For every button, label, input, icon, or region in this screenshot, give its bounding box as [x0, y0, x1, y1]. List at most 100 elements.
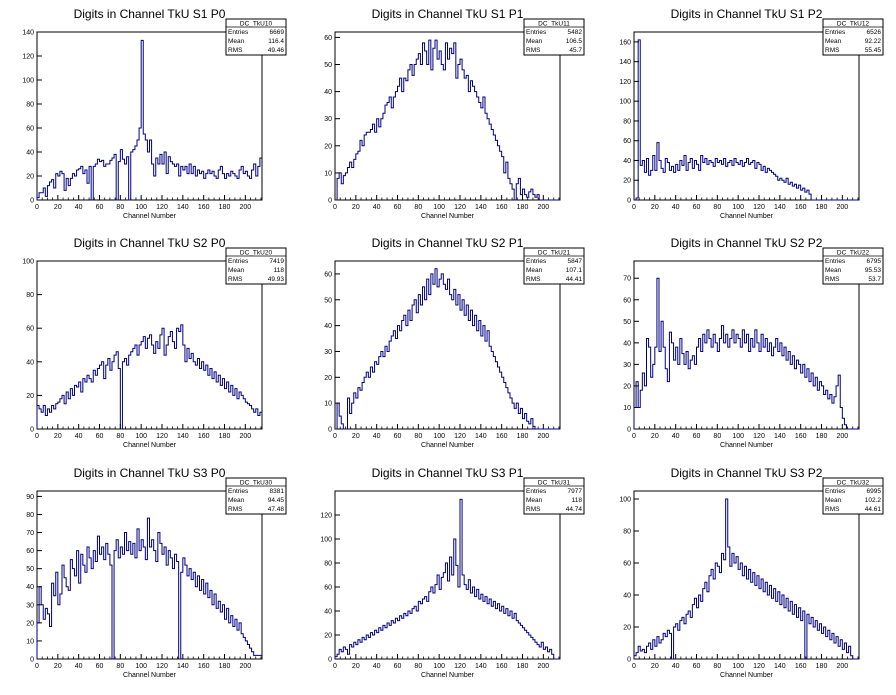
stats-label-entries: Entries	[526, 29, 547, 36]
x-axis-label: Channel Number	[421, 672, 475, 679]
chart-title: Digits in Channel TkU S3 P2	[671, 466, 823, 480]
y-tick-label: 80	[623, 529, 631, 536]
y-tick-label: 100	[619, 497, 631, 504]
x-tick-label: 40	[672, 663, 680, 670]
stats-label-rms: RMS	[526, 506, 541, 513]
x-tick-label: 100	[732, 204, 744, 211]
x-tick-label: 20	[651, 433, 659, 440]
x-tick-label: 60	[394, 663, 402, 670]
y-tick-label: 0	[328, 657, 332, 664]
stats-value-rms: 55.45	[865, 47, 882, 54]
x-tick-label: 140	[774, 433, 786, 440]
y-tick-label: 20	[623, 383, 631, 390]
chart-title: Digits in Channel TkU S1 P1	[372, 7, 524, 21]
y-tick-label: 30	[26, 602, 34, 609]
x-tick-label: 140	[774, 663, 786, 670]
x-tick-label: 80	[414, 433, 422, 440]
stats-label-rms: RMS	[228, 506, 243, 513]
x-tick-label: 160	[496, 204, 508, 211]
stats-label-entries: Entries	[228, 488, 249, 495]
x-tick-label: 20	[54, 204, 62, 211]
y-tick-label: 20	[623, 625, 631, 632]
histogram-series	[634, 39, 859, 201]
x-tick-label: 20	[54, 433, 62, 440]
y-tick-label: 60	[623, 561, 631, 568]
x-tick-label: 100	[135, 433, 147, 440]
stats-label-entries: Entries	[825, 29, 846, 36]
y-tick-label: 40	[623, 593, 631, 600]
stats-value-rms: 44.61	[865, 506, 882, 513]
x-tick-label: 60	[394, 204, 402, 211]
x-tick-label: 120	[454, 433, 466, 440]
stats-value-entries: 6995	[867, 488, 882, 495]
x-tick-label: 140	[177, 433, 189, 440]
x-tick-label: 100	[433, 204, 445, 211]
x-tick-label: 80	[713, 433, 721, 440]
x-tick-label: 160	[198, 663, 210, 670]
stats-value-mean: 102.2	[865, 497, 882, 504]
y-tick-label: 50	[623, 319, 631, 326]
chart-title: Digits in Channel TkU S3 P0	[74, 466, 226, 480]
y-tick-label: 50	[26, 566, 34, 573]
x-tick-label: 40	[75, 663, 83, 670]
x-tick-label: 120	[454, 204, 466, 211]
stats-value-entries: 6669	[270, 29, 285, 36]
stats-label-mean: Mean	[526, 267, 543, 274]
x-tick-label: 140	[774, 204, 786, 211]
stats-label-entries: Entries	[526, 258, 547, 265]
x-tick-label: 20	[54, 663, 62, 670]
histogram-series	[36, 324, 262, 430]
stats-label-rms: RMS	[825, 276, 840, 283]
x-tick-label: 180	[816, 663, 828, 670]
x-tick-label: 160	[496, 433, 508, 440]
x-tick-label: 200	[836, 663, 848, 670]
y-tick-label: 20	[324, 375, 332, 382]
stats-label-entries: Entries	[228, 258, 249, 265]
stats-box	[225, 477, 287, 515]
stats-box	[523, 247, 585, 285]
x-tick-label: 200	[836, 204, 848, 211]
x-tick-label: 60	[96, 663, 104, 670]
x-tick-label: 40	[672, 204, 680, 211]
y-tick-label: 0	[627, 657, 631, 664]
x-tick-label: 60	[693, 663, 701, 670]
histogram-panel: Digits in Channel TkU S3 P2 0 20 40 60 80 100 1…	[619, 466, 884, 679]
stats-label-entries: Entries	[526, 488, 547, 495]
x-tick-label: 180	[816, 204, 828, 211]
stats-value-rms: 47.48	[268, 506, 285, 513]
y-tick-label: 0	[30, 427, 34, 434]
x-tick-label: 40	[75, 204, 83, 211]
x-tick-label: 160	[496, 663, 508, 670]
stats-name: DC_TkU32	[837, 480, 870, 487]
y-tick-label: 80	[26, 512, 34, 519]
x-tick-label: 180	[816, 433, 828, 440]
stats-box	[225, 247, 287, 285]
histogram-panel: Digits in Channel TkU S1 P0 0 20 40 60 80 100 1…	[22, 7, 287, 220]
stats-box	[822, 247, 884, 285]
x-axis-label: Channel Number	[123, 672, 177, 679]
stats-value-mean: 92.22	[865, 38, 882, 45]
histogram-series	[36, 39, 262, 201]
stats-value-entries: 5847	[568, 258, 583, 265]
y-tick-label: 60	[324, 271, 332, 278]
histogram-series	[36, 517, 262, 660]
y-tick-label: 0	[627, 198, 631, 205]
histogram-panel: Digits in Channel TkU S3 P1 0 20 40 60 80 100 1…	[320, 466, 585, 679]
stats-value-mean: 106.5	[566, 38, 583, 45]
x-tick-label: 120	[753, 204, 765, 211]
stats-label-mean: Mean	[825, 267, 842, 274]
plot-frame	[334, 490, 561, 660]
y-tick-label: 10	[26, 638, 34, 645]
y-tick-label: 40	[26, 584, 34, 591]
y-tick-label: 30	[324, 349, 332, 356]
x-tick-label: 180	[517, 663, 529, 670]
plot-frame	[36, 260, 263, 430]
y-tick-label: 40	[324, 323, 332, 330]
y-tick-label: 100	[22, 78, 34, 85]
x-tick-label: 0	[333, 433, 337, 440]
x-tick-label: 40	[75, 433, 83, 440]
x-tick-label: 20	[352, 204, 360, 211]
x-tick-label: 140	[475, 433, 487, 440]
stats-label-mean: Mean	[526, 38, 543, 45]
y-tick-label: 70	[26, 530, 34, 537]
